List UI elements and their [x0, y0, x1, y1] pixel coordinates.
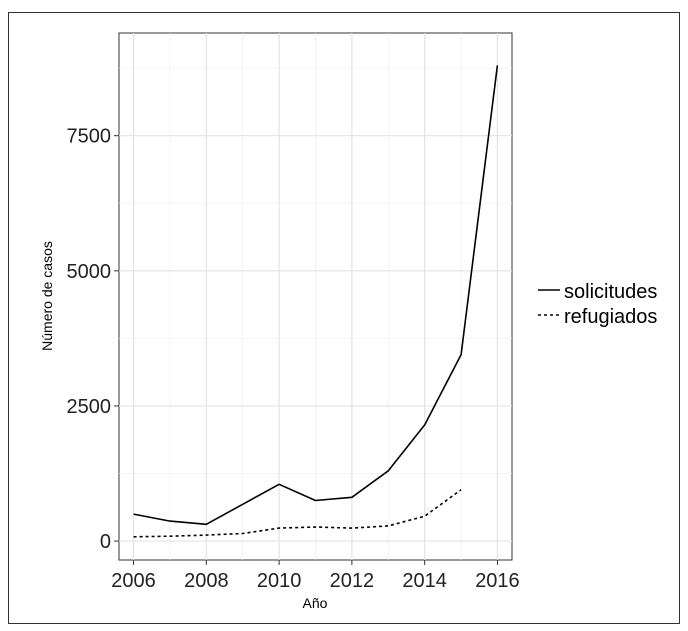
y-axis: 0 2500 5000 7500 [67, 126, 119, 553]
x-axis: 2006 2008 2010 2012 2014 2016 [111, 560, 520, 592]
series-layer [133, 65, 499, 538]
series-line-solicitudes [133, 65, 499, 526]
x-axis-title: Año [303, 595, 328, 611]
x-tick-label: 2008 [184, 570, 229, 592]
minor-gridlines [119, 33, 512, 560]
y-tick-label: 5000 [67, 261, 112, 283]
major-gridlines [119, 33, 512, 560]
legend-label-solicitudes: solicitudes [564, 281, 657, 303]
series-line-refugiados [133, 489, 462, 538]
legend-label-refugiados: refugiados [564, 306, 657, 328]
x-tick-label: 2012 [330, 570, 375, 592]
legend: solicitudes refugiados [538, 281, 657, 328]
x-tick-label: 2006 [111, 570, 156, 592]
x-tick-label: 2010 [257, 570, 302, 592]
x-tick-label: 2014 [402, 570, 447, 592]
y-axis-title: Número de casos [39, 241, 55, 351]
y-tick-label: 2500 [67, 396, 112, 418]
y-tick-label: 0 [100, 531, 111, 553]
y-tick-label: 7500 [67, 126, 112, 148]
x-tick-label: 2016 [475, 570, 520, 592]
